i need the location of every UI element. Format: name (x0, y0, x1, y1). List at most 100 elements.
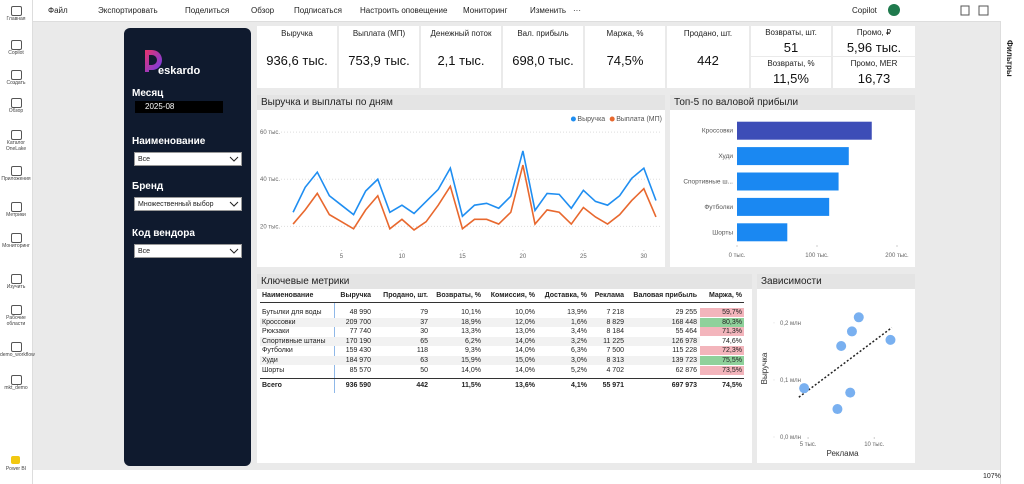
kpi-card: Маржа, % 74,5% (585, 26, 665, 88)
nav-item[interactable]: Каталог OneLake (0, 140, 32, 152)
logo-text: eskardo (158, 65, 200, 77)
nav-item[interactable]: Обзор (0, 108, 32, 114)
nav-item[interactable]: Создать (0, 80, 32, 86)
table-cell: 85 570 (350, 367, 371, 374)
nav-icon[interactable] (11, 274, 22, 284)
x-tick-label: 0 тыс. (729, 253, 746, 259)
y-tick-label: Кроссовки (702, 128, 734, 135)
toolbar-item[interactable]: Мониторинг (463, 6, 507, 15)
filters-label[interactable]: Фильтры (1005, 40, 1014, 77)
nav-item[interactable]: Главная (0, 16, 32, 22)
toolbar-item[interactable]: Файл (48, 6, 68, 15)
dropdown-chevron (229, 248, 239, 254)
nav-icon[interactable] (11, 375, 22, 385)
table-cell: 139 723 (672, 357, 697, 364)
table-cell: 37 (420, 319, 428, 326)
nav-icon[interactable] (11, 233, 22, 243)
slicer-label: Наименование (132, 136, 205, 147)
slicer-dropdown[interactable]: Все (134, 244, 242, 258)
nav-item[interactable]: demo_workflow (0, 352, 32, 358)
table-cell: 7 500 (606, 347, 624, 354)
nav-icon[interactable] (11, 342, 22, 352)
table-cell: 6,3% (571, 347, 587, 354)
zoom[interactable]: 107% (983, 473, 1001, 480)
table-total: 13,6% (515, 382, 535, 389)
table-cell: Бутылки для воды (262, 309, 322, 316)
copilot[interactable]: Copilot (852, 6, 877, 15)
table-total: Всего (262, 382, 282, 389)
scatter-chart: 0,0 млн0,1 млн0,2 млн5 тыс.10 тыс.Реклам… (757, 289, 915, 463)
scatter-point (832, 404, 842, 414)
table-cell: 65 (420, 338, 428, 345)
table-cell: Худи (262, 357, 278, 364)
toolbar-item[interactable]: Обзор (251, 6, 274, 15)
nav-item[interactable]: Рабочие области (0, 315, 32, 327)
line-series (293, 151, 656, 216)
slicer-value[interactable]: 2025-08 (135, 101, 223, 113)
table-cell: 50 (420, 367, 428, 374)
kpi-label: Денежный поток (421, 29, 501, 38)
legend-marker (610, 117, 615, 122)
table-cell: 9,3% (465, 347, 481, 354)
nav-item[interactable]: Copilot (0, 50, 32, 56)
toolbar-item[interactable]: Настроить оповещение (360, 6, 447, 15)
table-cell: 14,0% (515, 338, 535, 345)
table-cell: 75,5% (722, 357, 742, 364)
nav-icon[interactable] (11, 456, 20, 464)
slicer-dropdown[interactable]: Все (134, 152, 242, 166)
nav-icon[interactable] (11, 305, 22, 315)
toolbar-item[interactable]: Экспортировать (98, 6, 158, 15)
nav-item[interactable]: Мониторинг (0, 243, 32, 249)
toolbar-item[interactable]: Поделиться (185, 6, 229, 15)
kpi-label: Промо, ₽ (833, 28, 915, 37)
nav-icon[interactable] (11, 98, 22, 108)
table-total: 697 973 (672, 382, 697, 389)
window-icons (959, 4, 999, 18)
kpi-label: Выручка (257, 29, 337, 38)
avatar-icon[interactable] (888, 4, 900, 16)
slicer-dropdown[interactable]: Множественный выбор (134, 197, 242, 211)
nav-item[interactable]: mkt_demo (0, 385, 32, 391)
table-cell: 77 740 (350, 328, 371, 335)
nav-icon[interactable] (11, 130, 22, 140)
y-tick-label: 40 тыс. (260, 177, 280, 183)
toolbar-item[interactable]: ··· (573, 6, 581, 15)
table-cell: 10,0% (515, 309, 535, 316)
table-cell: 74,6% (722, 338, 742, 345)
scatter-point (845, 388, 855, 398)
nav-item[interactable]: Метрики (0, 212, 32, 218)
kpi-value: 74,5% (585, 53, 665, 68)
table-cell: 6,2% (465, 338, 481, 345)
nav-item[interactable]: Изучить (0, 284, 32, 290)
table-cell: 15,9% (461, 357, 481, 364)
chevron (230, 157, 238, 161)
y-tick-label: Футболки (704, 203, 733, 211)
table-header: Валовая прибыль (633, 292, 697, 299)
table-header: Выручка (340, 292, 371, 299)
kpi-value: 51 (751, 40, 831, 55)
nav-icon[interactable] (11, 70, 22, 80)
table-header: Комиссия, % (491, 292, 535, 299)
nav-icon[interactable] (11, 166, 22, 176)
table-cell: 59,7% (722, 309, 742, 316)
nav-icon[interactable] (11, 202, 22, 212)
toolbar-item[interactable]: Изменить (530, 6, 566, 15)
nav-icon[interactable] (11, 40, 22, 50)
table-header: Доставка, % (545, 292, 587, 299)
kpi-card: Возвраты, шт.51 (751, 26, 831, 56)
x-tick-label: 5 (340, 254, 344, 260)
kpi-value: 16,73 (833, 71, 915, 86)
table-cell: 48 990 (350, 309, 371, 316)
nav-item[interactable]: Power BI (0, 466, 32, 472)
kpi-card: Выплата (МП)753,9 тыс. (339, 26, 419, 88)
toolbar-item[interactable]: Подписаться (294, 6, 342, 15)
nav-icon[interactable] (11, 6, 22, 16)
legend-label: Выплата (МП) (616, 116, 662, 123)
bar (737, 198, 829, 216)
line-chart: 20 тыс.40 тыс.60 тыс.51015202530Выплата … (257, 110, 665, 267)
kpi-label: Маржа, % (585, 29, 665, 38)
scatter-point (847, 326, 857, 336)
table-cell: 63 (420, 357, 428, 364)
filters-pane (1000, 21, 1024, 484)
nav-item[interactable]: Приложения (0, 176, 32, 182)
